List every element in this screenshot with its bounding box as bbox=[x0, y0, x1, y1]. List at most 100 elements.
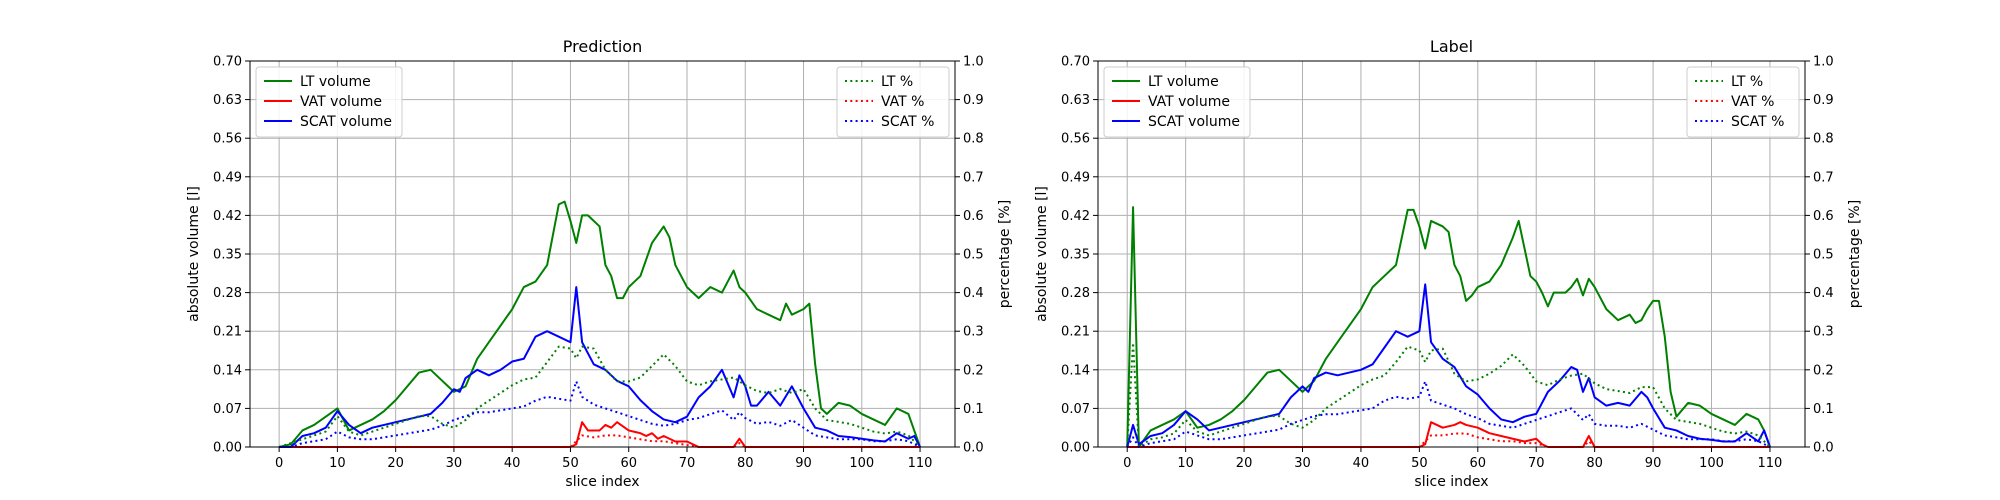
y-tick-label: 0.42 bbox=[213, 209, 242, 224]
chart-title: Label bbox=[1430, 37, 1473, 56]
y2-tick-label: 0.6 bbox=[963, 209, 984, 224]
x-tick-label: 90 bbox=[1645, 456, 1662, 471]
y-axis-label: absolute volume [l] bbox=[1034, 186, 1050, 322]
y2-tick-label: 1.0 bbox=[963, 55, 984, 70]
legend-label: VAT % bbox=[881, 94, 924, 110]
y2-tick-label: 0.7 bbox=[963, 170, 984, 185]
series-line-scat-left bbox=[1126, 283, 1771, 448]
x-axis-label: slice index bbox=[1414, 474, 1488, 490]
y2-tick-label: 0.9 bbox=[1813, 93, 1834, 108]
y-tick-label: 0.00 bbox=[213, 441, 242, 456]
legend-label: SCAT volume bbox=[1148, 114, 1240, 130]
y-tick-label: 0.70 bbox=[1061, 55, 1090, 70]
y-tick-label: 0.07 bbox=[1061, 402, 1090, 417]
y2-tick-label: 0.0 bbox=[963, 441, 984, 456]
y-tick-label: 0.63 bbox=[213, 93, 242, 108]
y2-tick-label: 0.8 bbox=[1813, 132, 1834, 147]
y2-tick-label: 0.4 bbox=[1813, 286, 1834, 301]
legend-label: VAT volume bbox=[1148, 94, 1230, 110]
series-line-lt-left bbox=[278, 200, 921, 448]
x-tick-label: 100 bbox=[849, 456, 874, 471]
y2-tick-label: 0.3 bbox=[1813, 325, 1834, 340]
x-tick-label: 20 bbox=[1236, 456, 1253, 471]
legend-box bbox=[255, 66, 403, 138]
y2-tick-label: 0.2 bbox=[963, 363, 984, 378]
y-tick-label: 0.49 bbox=[213, 170, 242, 185]
legend-box bbox=[836, 66, 950, 138]
series-lines bbox=[278, 200, 921, 448]
x-axis-label: slice index bbox=[565, 474, 639, 490]
series-line-lt-right bbox=[278, 345, 921, 448]
legend-label: SCAT % bbox=[881, 114, 934, 130]
legend-label: LT volume bbox=[1148, 74, 1219, 90]
x-tick-label: 70 bbox=[1528, 456, 1545, 471]
legend-box bbox=[1686, 66, 1800, 138]
y-tick-label: 0.56 bbox=[213, 132, 242, 147]
y-axis-label: absolute volume [l] bbox=[186, 186, 202, 322]
y-tick-label: 0.00 bbox=[1061, 441, 1090, 456]
y2-tick-label: 0.3 bbox=[963, 325, 984, 340]
y2-tick-label: 0.1 bbox=[1813, 402, 1834, 417]
x-tick-label: 40 bbox=[1353, 456, 1370, 471]
legend-label: SCAT % bbox=[1731, 114, 1784, 130]
legend-right: LT % VAT % SCAT % bbox=[1686, 66, 1800, 138]
legend-label: VAT % bbox=[1731, 94, 1774, 110]
y-tick-label: 0.14 bbox=[213, 363, 242, 378]
y-tick-label: 0.28 bbox=[213, 286, 242, 301]
x-tick-label: 20 bbox=[387, 456, 404, 471]
x-tick-label: 30 bbox=[1294, 456, 1311, 471]
x-tick-label: 0 bbox=[275, 456, 283, 471]
legend-label: LT % bbox=[1731, 74, 1763, 90]
x-tick-label: 10 bbox=[1177, 456, 1194, 471]
y2-axis-label: percentage [%] bbox=[997, 200, 1013, 308]
x-tick-label: 50 bbox=[1411, 456, 1428, 471]
x-tick-label: 60 bbox=[620, 456, 637, 471]
y2-tick-label: 0.6 bbox=[1813, 209, 1834, 224]
legend-label: LT volume bbox=[300, 74, 371, 90]
legend-right: LT % VAT % SCAT % bbox=[836, 66, 950, 138]
y2-tick-label: 0.9 bbox=[963, 93, 984, 108]
series-line-scat-right bbox=[1126, 380, 1771, 448]
x-tick-label: 30 bbox=[446, 456, 463, 471]
series-line-lt-right bbox=[1126, 341, 1771, 448]
y-tick-label: 0.35 bbox=[213, 248, 242, 263]
y-tick-label: 0.42 bbox=[1061, 209, 1090, 224]
y-tick-label: 0.21 bbox=[213, 325, 242, 340]
x-tick-label: 90 bbox=[795, 456, 812, 471]
x-tick-label: 70 bbox=[679, 456, 696, 471]
legend-label: VAT volume bbox=[300, 94, 382, 110]
y2-tick-label: 0.5 bbox=[1813, 248, 1834, 263]
y-tick-label: 0.56 bbox=[1061, 132, 1090, 147]
chart-title: Prediction bbox=[563, 37, 642, 56]
x-tick-label: 0 bbox=[1123, 456, 1131, 471]
legend-left: LT volume VAT volume SCAT volume bbox=[1103, 66, 1251, 138]
x-tick-label: 110 bbox=[1758, 456, 1783, 471]
y2-tick-label: 0.4 bbox=[963, 286, 984, 301]
y2-tick-label: 0.0 bbox=[1813, 441, 1834, 456]
chart-panel-1: 0 10 20 30 40 50 60 70 80 90 100 110 0.00 0.07 0.14 0.2… bbox=[1034, 37, 1863, 490]
x-tick-label: 60 bbox=[1470, 456, 1487, 471]
x-tick-label: 10 bbox=[329, 456, 346, 471]
y2-tick-label: 0.8 bbox=[963, 132, 984, 147]
legend-box bbox=[1103, 66, 1251, 138]
y-tick-label: 0.63 bbox=[1061, 93, 1090, 108]
chart-panel-0: 0 10 20 30 40 50 60 70 80 90 100 110 0.00 0.07 0.14 0.2… bbox=[186, 37, 1013, 490]
series-line-lt-left bbox=[1126, 206, 1771, 448]
y2-tick-label: 0.1 bbox=[963, 402, 984, 417]
x-tick-label: 40 bbox=[504, 456, 521, 471]
y-tick-label: 0.35 bbox=[1061, 248, 1090, 263]
y2-tick-label: 0.5 bbox=[963, 248, 984, 263]
series-line-vat-right bbox=[279, 434, 921, 448]
y2-tick-label: 0.2 bbox=[1813, 363, 1834, 378]
legend-left: LT volume VAT volume SCAT volume bbox=[255, 66, 403, 138]
x-tick-label: 80 bbox=[1586, 456, 1603, 471]
y-tick-label: 0.21 bbox=[1061, 325, 1090, 340]
y2-tick-label: 1.0 bbox=[1813, 55, 1834, 70]
x-tick-label: 50 bbox=[562, 456, 579, 471]
y-tick-label: 0.70 bbox=[213, 55, 242, 70]
legend-label: SCAT volume bbox=[300, 114, 392, 130]
x-tick-label: 110 bbox=[908, 456, 933, 471]
y-tick-label: 0.14 bbox=[1061, 363, 1090, 378]
y-tick-label: 0.07 bbox=[213, 402, 242, 417]
